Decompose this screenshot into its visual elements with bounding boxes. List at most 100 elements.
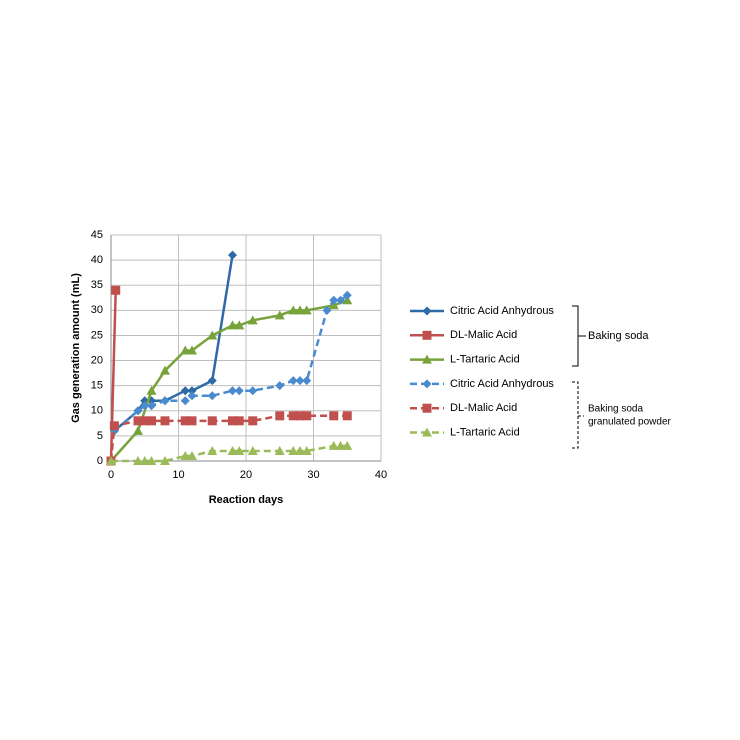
legend-marker xyxy=(422,330,432,340)
marker xyxy=(322,305,332,315)
marker xyxy=(247,315,258,325)
group-label: Baking soda xyxy=(588,330,649,342)
x-tick-label: 10 xyxy=(172,469,184,481)
marker xyxy=(329,411,339,421)
marker xyxy=(275,411,285,421)
marker xyxy=(301,445,312,455)
y-axis-title: Gas generation amount (mL) xyxy=(70,273,82,423)
marker xyxy=(275,381,285,391)
group-label: granulated powder xyxy=(588,417,672,428)
marker xyxy=(133,425,143,435)
marker xyxy=(301,305,312,315)
y-tick-label: 15 xyxy=(91,380,103,392)
marker xyxy=(146,385,157,395)
marker xyxy=(187,391,197,401)
marker xyxy=(227,445,238,455)
series-line xyxy=(113,254,234,432)
marker xyxy=(248,416,258,426)
y-tick-label: 5 xyxy=(97,430,103,442)
marker xyxy=(328,300,339,310)
marker xyxy=(146,456,157,465)
legend-marker xyxy=(422,354,432,364)
marker xyxy=(228,250,237,260)
marker xyxy=(328,440,339,450)
marker xyxy=(147,416,156,426)
marker xyxy=(336,295,345,305)
marker xyxy=(133,416,143,426)
marker xyxy=(227,320,238,330)
marker xyxy=(139,456,150,465)
marker xyxy=(335,440,346,450)
marker xyxy=(302,411,312,421)
marker xyxy=(274,310,285,320)
x-axis-title: Reaction days xyxy=(209,494,284,506)
legend-label: Citric Acid Anhydrous xyxy=(450,305,554,317)
marker xyxy=(288,445,299,455)
series-line xyxy=(110,299,348,462)
marker xyxy=(133,406,143,416)
marker xyxy=(111,285,121,295)
marker xyxy=(187,386,197,396)
marker xyxy=(140,416,150,426)
marker xyxy=(342,295,353,305)
marker xyxy=(342,411,352,421)
marker xyxy=(207,391,217,401)
bracket xyxy=(572,305,586,367)
marker xyxy=(295,411,305,421)
marker xyxy=(207,376,217,386)
y-tick-label: 35 xyxy=(91,279,103,291)
legend-label: Citric Acid Anhydrous xyxy=(450,378,554,390)
marker xyxy=(180,386,190,396)
y-tick-label: 30 xyxy=(91,304,103,316)
marker xyxy=(234,416,244,426)
y-tick-label: 10 xyxy=(91,405,103,417)
marker xyxy=(160,396,170,406)
marker xyxy=(207,330,218,340)
marker xyxy=(228,386,237,396)
y-tick-label: 45 xyxy=(91,229,103,241)
marker xyxy=(133,456,143,465)
marker xyxy=(247,445,258,455)
legend-marker xyxy=(422,403,432,413)
legend-marker xyxy=(422,306,432,316)
bracket xyxy=(572,381,584,449)
marker xyxy=(295,445,305,455)
marker xyxy=(288,305,299,315)
marker xyxy=(180,345,191,355)
marker xyxy=(106,456,116,465)
group-label: Baking soda xyxy=(588,404,643,415)
y-tick-label: 20 xyxy=(91,354,103,366)
legend-label: DL-Malic Acid xyxy=(450,402,517,414)
marker xyxy=(147,401,156,411)
marker xyxy=(234,445,245,455)
marker xyxy=(180,416,190,426)
marker xyxy=(248,386,258,396)
marker xyxy=(295,305,305,315)
legend-marker xyxy=(422,379,432,389)
marker xyxy=(140,401,150,411)
marker xyxy=(187,450,197,460)
marker xyxy=(228,416,237,426)
marker xyxy=(180,450,191,460)
marker xyxy=(274,445,285,455)
y-tick-label: 0 xyxy=(97,455,103,467)
legend-marker xyxy=(422,427,432,437)
marker xyxy=(288,376,298,386)
marker xyxy=(187,345,197,355)
marker xyxy=(295,376,305,386)
marker xyxy=(160,456,170,465)
x-tick-label: 30 xyxy=(307,469,319,481)
legend-label: DL-Malic Acid xyxy=(450,329,517,341)
marker xyxy=(207,445,218,455)
legend-label: L-Tartaric Acid xyxy=(450,354,520,366)
marker xyxy=(160,365,170,375)
marker xyxy=(160,416,170,426)
marker xyxy=(342,290,352,300)
marker xyxy=(342,440,353,450)
legend-label: L-Tartaric Acid xyxy=(450,426,520,438)
marker xyxy=(329,295,339,305)
y-tick-label: 25 xyxy=(91,329,103,341)
y-tick-label: 40 xyxy=(91,254,103,266)
